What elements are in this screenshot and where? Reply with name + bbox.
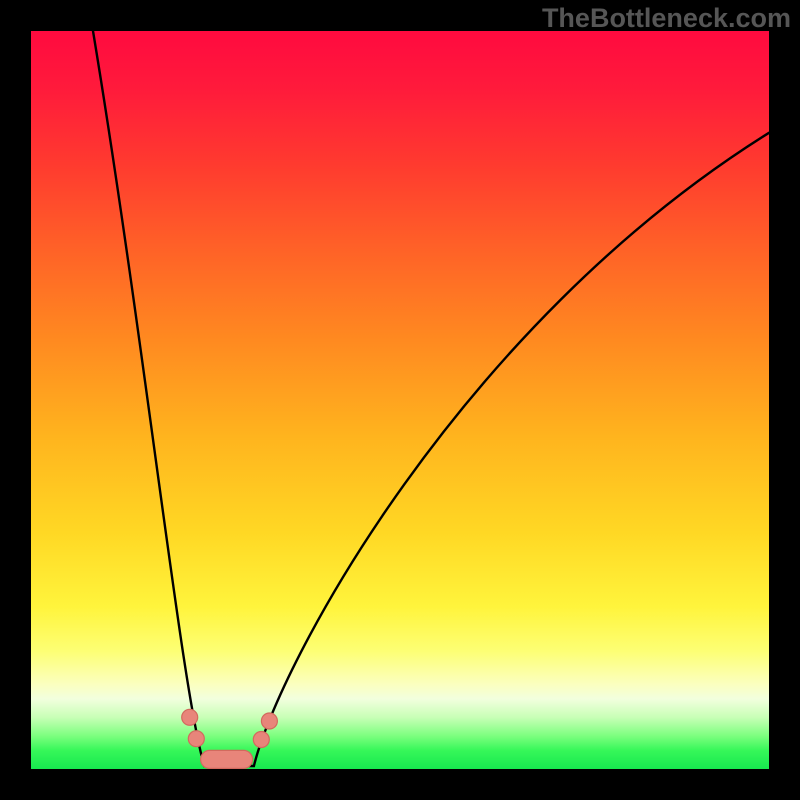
chart-frame: TheBottleneck.com <box>0 0 800 800</box>
watermark-text: TheBottleneck.com <box>542 3 791 34</box>
plot-area <box>31 31 769 769</box>
